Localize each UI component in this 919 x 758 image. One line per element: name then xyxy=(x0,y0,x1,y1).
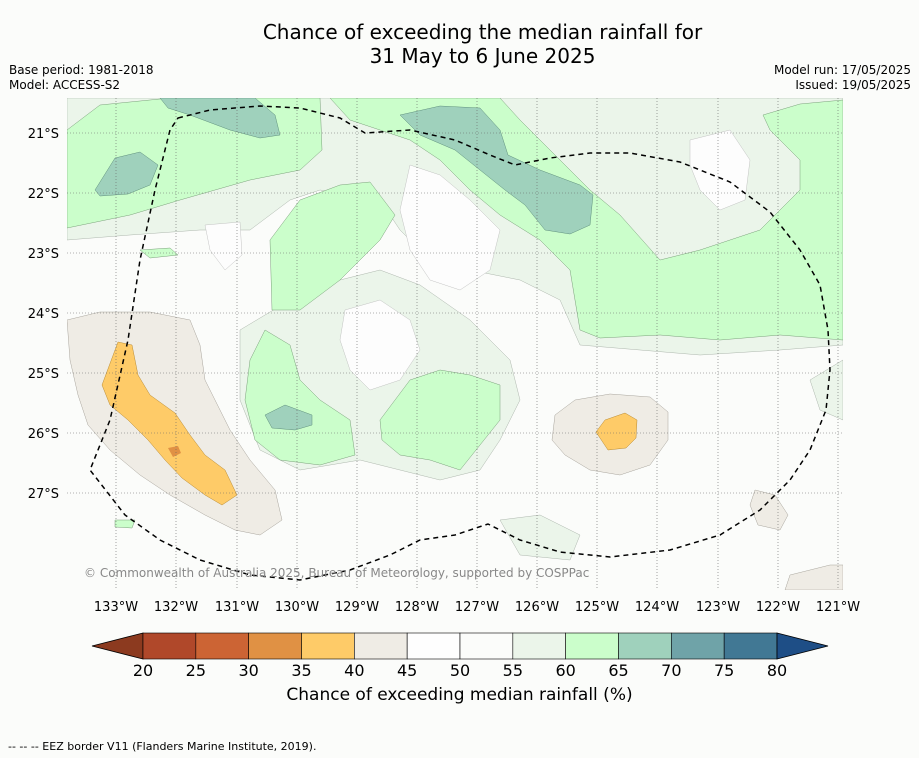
meta-right: Model run: 17/05/2025 Issued: 19/05/2025 xyxy=(774,63,911,93)
colorbar-segment xyxy=(565,632,619,660)
colorbar-tick-label: 75 xyxy=(714,661,734,680)
lon-label: 132°W xyxy=(154,600,198,615)
map-plot-area: © Commonwealth of Australia 2025, Bureau… xyxy=(67,98,843,590)
colorbar-segment xyxy=(301,632,355,660)
colorbar-tick-label: 55 xyxy=(503,661,523,680)
contour-45-55 xyxy=(204,129,751,391)
chart-title: Chance of exceeding the median rainfall … xyxy=(0,20,919,68)
lat-label: 21°S xyxy=(28,127,59,142)
lon-label: 124°W xyxy=(635,600,679,615)
contour-65-70 xyxy=(94,98,594,431)
colorbar xyxy=(91,632,829,660)
lat-label: 27°S xyxy=(28,487,59,502)
colorbar-extend-low xyxy=(91,632,144,660)
colorbar-tick-label: 60 xyxy=(555,661,575,680)
colorbar-tick-label: 40 xyxy=(344,661,364,680)
lon-label: 126°W xyxy=(515,600,559,615)
title-line-1: Chance of exceeding the median rainfall … xyxy=(262,20,703,44)
colorbar-segment xyxy=(723,632,778,660)
meta-left: Base period: 1981-2018 Model: ACCESS-S2 xyxy=(9,63,154,93)
longitude-labels: 133°W 132°W 131°W 130°W 129°W 128°W 127°W 126°W… xyxy=(94,600,860,615)
lat-label: 24°S xyxy=(28,307,59,322)
lon-label: 130°W xyxy=(275,600,319,615)
lat-label: 25°S xyxy=(28,367,59,382)
gridlines xyxy=(67,98,843,590)
colorbar-title: Chance of exceeding median rainfall (%) xyxy=(286,685,633,705)
lon-label: 125°W xyxy=(575,600,619,615)
lon-label: 133°W xyxy=(94,600,138,615)
lon-label: 129°W xyxy=(335,600,379,615)
colorbar-tick-label: 65 xyxy=(608,661,628,680)
lat-label: 23°S xyxy=(28,247,59,262)
colorbar-tick-label: 50 xyxy=(450,661,470,680)
issued-date: Issued: 19/05/2025 xyxy=(795,78,911,92)
colorbar-segment xyxy=(512,632,566,660)
contour-below-35 xyxy=(168,446,181,457)
lon-label: 127°W xyxy=(455,600,499,615)
lon-label: 123°W xyxy=(696,600,740,615)
title-line-2: 31 May to 6 June 2025 xyxy=(369,44,596,68)
lon-label: 131°W xyxy=(215,600,259,615)
lat-label: 26°S xyxy=(28,427,59,442)
colorbar-segment xyxy=(618,632,672,660)
colorbar-tick-label: 20 xyxy=(133,661,153,680)
colorbar-segment xyxy=(248,632,302,660)
copyright-text: © Commonwealth of Australia 2025, Bureau… xyxy=(84,566,589,580)
colorbar-segment xyxy=(671,632,725,660)
colorbar-segment xyxy=(195,632,249,660)
eez-legend: -- -- -- EEZ border V11 (Flanders Marine… xyxy=(8,740,317,753)
colorbar-tick-label: 25 xyxy=(186,661,206,680)
lon-label: 128°W xyxy=(395,600,439,615)
lon-label: 121°W xyxy=(816,600,860,615)
colorbar-extend-high xyxy=(776,632,829,660)
colorbar-tick-label: 80 xyxy=(767,661,787,680)
colorbar-tick-label: 30 xyxy=(238,661,258,680)
colorbar-ticks: 20 25 30 35 40 45 50 55 60 65 70 75 80 xyxy=(133,661,787,680)
colorbar-tick-label: 70 xyxy=(661,661,681,680)
colorbar-segment xyxy=(354,632,408,660)
colorbar-tick-label: 35 xyxy=(291,661,311,680)
colorbar-segment xyxy=(459,632,514,660)
colorbar-tick-label: 45 xyxy=(397,661,417,680)
lon-label: 122°W xyxy=(756,600,800,615)
lat-label: 22°S xyxy=(28,187,59,202)
colorbar-segment xyxy=(406,632,461,660)
contour-below-40 xyxy=(101,341,638,506)
colorbar-segment xyxy=(142,632,197,660)
base-period: Base period: 1981-2018 xyxy=(9,63,154,77)
model-run: Model run: 17/05/2025 xyxy=(773,63,911,77)
model-name: Model: ACCESS-S2 xyxy=(9,78,121,92)
latitude-labels: 21°S 22°S 23°S 24°S 25°S 26°S 27°S xyxy=(28,127,59,502)
